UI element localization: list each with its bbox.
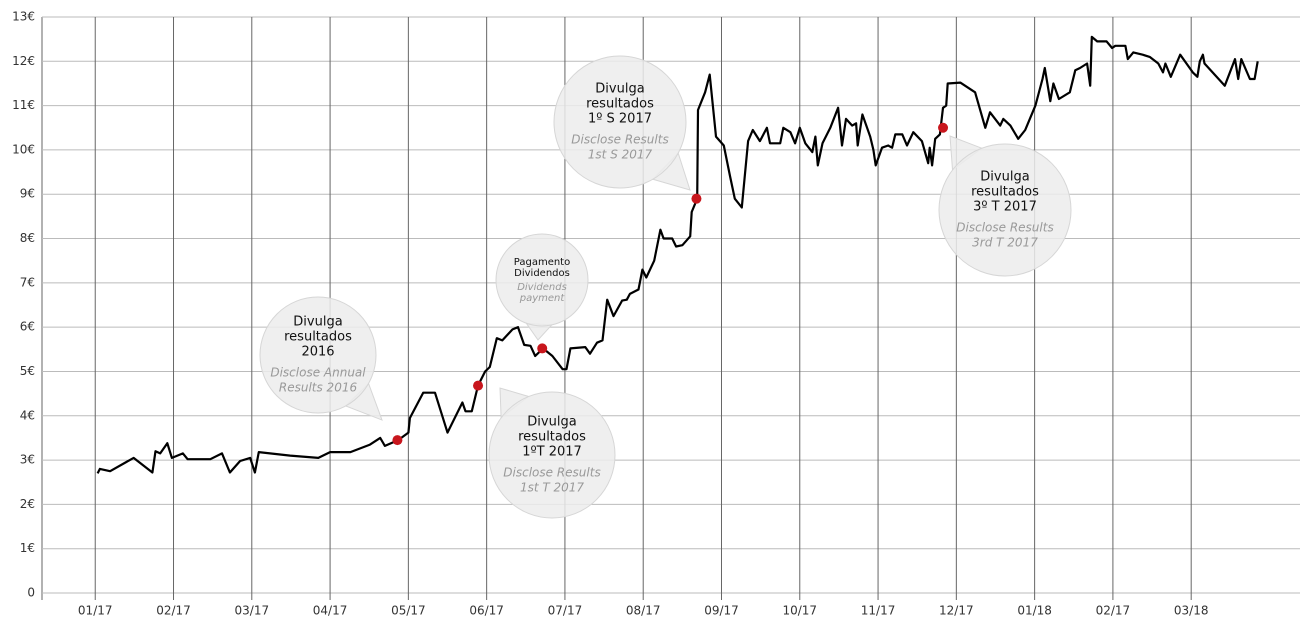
bubble: [488, 391, 616, 519]
x-tick-label: 05/17: [391, 604, 426, 618]
annotation-text: Divulga: [595, 82, 644, 97]
y-tick-label: 1€: [20, 541, 35, 555]
y-tick-label: 4€: [20, 408, 35, 422]
x-tick-label: 03/17: [235, 604, 270, 618]
price-line: [96, 35, 1259, 474]
annotation-translation: Disclose Annual: [270, 366, 366, 380]
annotation-text: Divulga: [980, 170, 1029, 185]
annotation-text: Dividendos: [514, 268, 570, 279]
annotation-text: Pagamento: [514, 257, 570, 268]
x-tick-label: 11/17: [861, 604, 896, 618]
annotation-text: 1ºT 2017: [522, 445, 582, 460]
y-tick-label: 12€: [12, 54, 35, 68]
x-tick-label: 10/17: [782, 604, 817, 618]
x-tick-label: 01/18: [1017, 604, 1052, 618]
annotation-translation: 1st S 2017: [588, 148, 653, 162]
y-tick-label: 3€: [20, 453, 35, 467]
annotation-text: resultados: [971, 185, 1039, 200]
bubble: [495, 233, 589, 327]
y-tick-label: 5€: [20, 364, 35, 378]
y-tick-label: 11€: [12, 98, 35, 112]
x-tick-label: 12/17: [939, 604, 974, 618]
x-tick-label: 06/17: [469, 604, 504, 618]
annotation-text: resultados: [586, 97, 654, 112]
x-tick-label: 03/18: [1174, 604, 1209, 618]
annotation-text: resultados: [518, 430, 586, 445]
x-tick-label: 02/17: [156, 604, 191, 618]
bubble: [553, 55, 687, 189]
annotation-text: resultados: [284, 330, 352, 345]
bubble: [938, 143, 1072, 277]
y-tick-label: 9€: [20, 187, 35, 201]
annotation-translation: Results 2016: [279, 381, 358, 395]
x-tick-label: 07/17: [548, 604, 583, 618]
annotation-translation: payment: [519, 293, 566, 304]
annotation-translation: 3rd T 2017: [972, 236, 1038, 250]
annotation-text: 1º S 2017: [588, 112, 652, 127]
y-tick-label: 6€: [20, 320, 35, 334]
y-tick-label: 2€: [20, 497, 35, 511]
event-marker: [537, 343, 548, 354]
y-tick-label: 7€: [20, 275, 35, 289]
y-tick-label: 0: [27, 586, 35, 600]
annotation-translation: 1st T 2017: [520, 481, 584, 495]
annotation-text: 3º T 2017: [973, 200, 1037, 215]
event-marker: [938, 122, 949, 133]
event-marker: [392, 435, 403, 446]
event-marker: [473, 380, 484, 391]
x-tick-label: 04/17: [313, 604, 348, 618]
x-tick-label: 02/17: [1096, 604, 1131, 618]
annotation-text: Divulga: [527, 415, 576, 430]
y-tick-label: 13€: [12, 10, 35, 24]
y-tick-label: 10€: [12, 142, 35, 156]
annotation-text: Divulga: [293, 315, 342, 330]
annotation-translation: Disclose Results: [571, 133, 668, 147]
x-tick-label: 09/17: [704, 604, 739, 618]
annotation-translation: Disclose Results: [503, 466, 600, 480]
annotation-text: 2016: [301, 345, 334, 360]
y-tick-label: 8€: [20, 231, 35, 245]
x-tick-label: 08/17: [626, 604, 661, 618]
annotation-translation: Disclose Results: [956, 221, 1053, 235]
x-tick-label: 01/17: [78, 604, 113, 618]
annotation-translation: Dividends: [517, 282, 567, 293]
event-marker: [691, 193, 702, 204]
bubble: [259, 296, 377, 414]
